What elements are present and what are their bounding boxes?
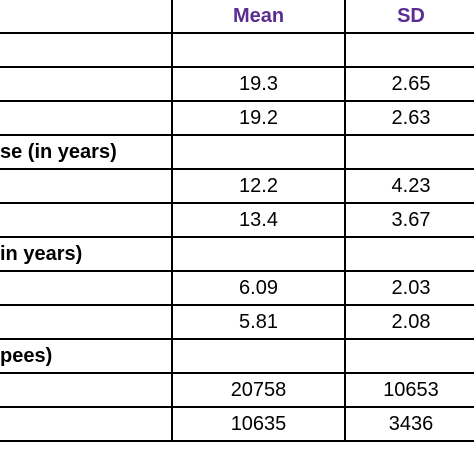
row-label xyxy=(0,304,173,340)
table-row: pees) xyxy=(0,338,474,374)
mean-cell xyxy=(171,134,346,170)
row-label: pees) xyxy=(0,338,173,374)
sd-cell xyxy=(344,134,474,170)
table-row: 6.09 2.03 xyxy=(0,270,474,306)
mean-cell: 20758 xyxy=(171,372,346,408)
sd-cell: 3.67 xyxy=(344,202,474,238)
mean-cell: 5.81 xyxy=(171,304,346,340)
header-row: Mean SD xyxy=(0,0,474,34)
header-label-cell xyxy=(0,0,173,34)
row-label xyxy=(0,202,173,238)
mean-cell: 13.4 xyxy=(171,202,346,238)
row-label: se (in years) xyxy=(0,134,173,170)
mean-cell xyxy=(171,32,346,68)
mean-cell: 12.2 xyxy=(171,168,346,204)
header-mean: Mean xyxy=(171,0,346,34)
mean-cell: 10635 xyxy=(171,406,346,442)
row-label xyxy=(0,372,173,408)
table-row: 12.2 4.23 xyxy=(0,168,474,204)
mean-cell: 19.3 xyxy=(171,66,346,102)
sd-cell: 10653 xyxy=(344,372,474,408)
sd-cell: 4.23 xyxy=(344,168,474,204)
sd-cell: 2.63 xyxy=(344,100,474,136)
table-row: 13.4 3.67 xyxy=(0,202,474,238)
row-label xyxy=(0,168,173,204)
sd-cell: 2.08 xyxy=(344,304,474,340)
table-row: 10635 3436 xyxy=(0,406,474,442)
header-sd: SD xyxy=(344,0,474,34)
sd-cell xyxy=(344,32,474,68)
table-row: 5.81 2.08 xyxy=(0,304,474,340)
table-row: 19.3 2.65 xyxy=(0,66,474,102)
table-row: 20758 10653 xyxy=(0,372,474,408)
sd-cell xyxy=(344,338,474,374)
table-row: se (in years) xyxy=(0,134,474,170)
mean-cell xyxy=(171,338,346,374)
mean-cell xyxy=(171,236,346,272)
row-label xyxy=(0,32,173,68)
statistics-table: Mean SD 19.3 2.65 19.2 2.63 se (in years… xyxy=(0,0,474,442)
row-label xyxy=(0,66,173,102)
sd-cell xyxy=(344,236,474,272)
row-label xyxy=(0,406,173,442)
row-label xyxy=(0,100,173,136)
mean-cell: 19.2 xyxy=(171,100,346,136)
table-row xyxy=(0,32,474,68)
table-row: 19.2 2.63 xyxy=(0,100,474,136)
row-label xyxy=(0,270,173,306)
sd-cell: 2.03 xyxy=(344,270,474,306)
sd-cell: 2.65 xyxy=(344,66,474,102)
table-row: in years) xyxy=(0,236,474,272)
mean-cell: 6.09 xyxy=(171,270,346,306)
sd-cell: 3436 xyxy=(344,406,474,442)
row-label: in years) xyxy=(0,236,173,272)
